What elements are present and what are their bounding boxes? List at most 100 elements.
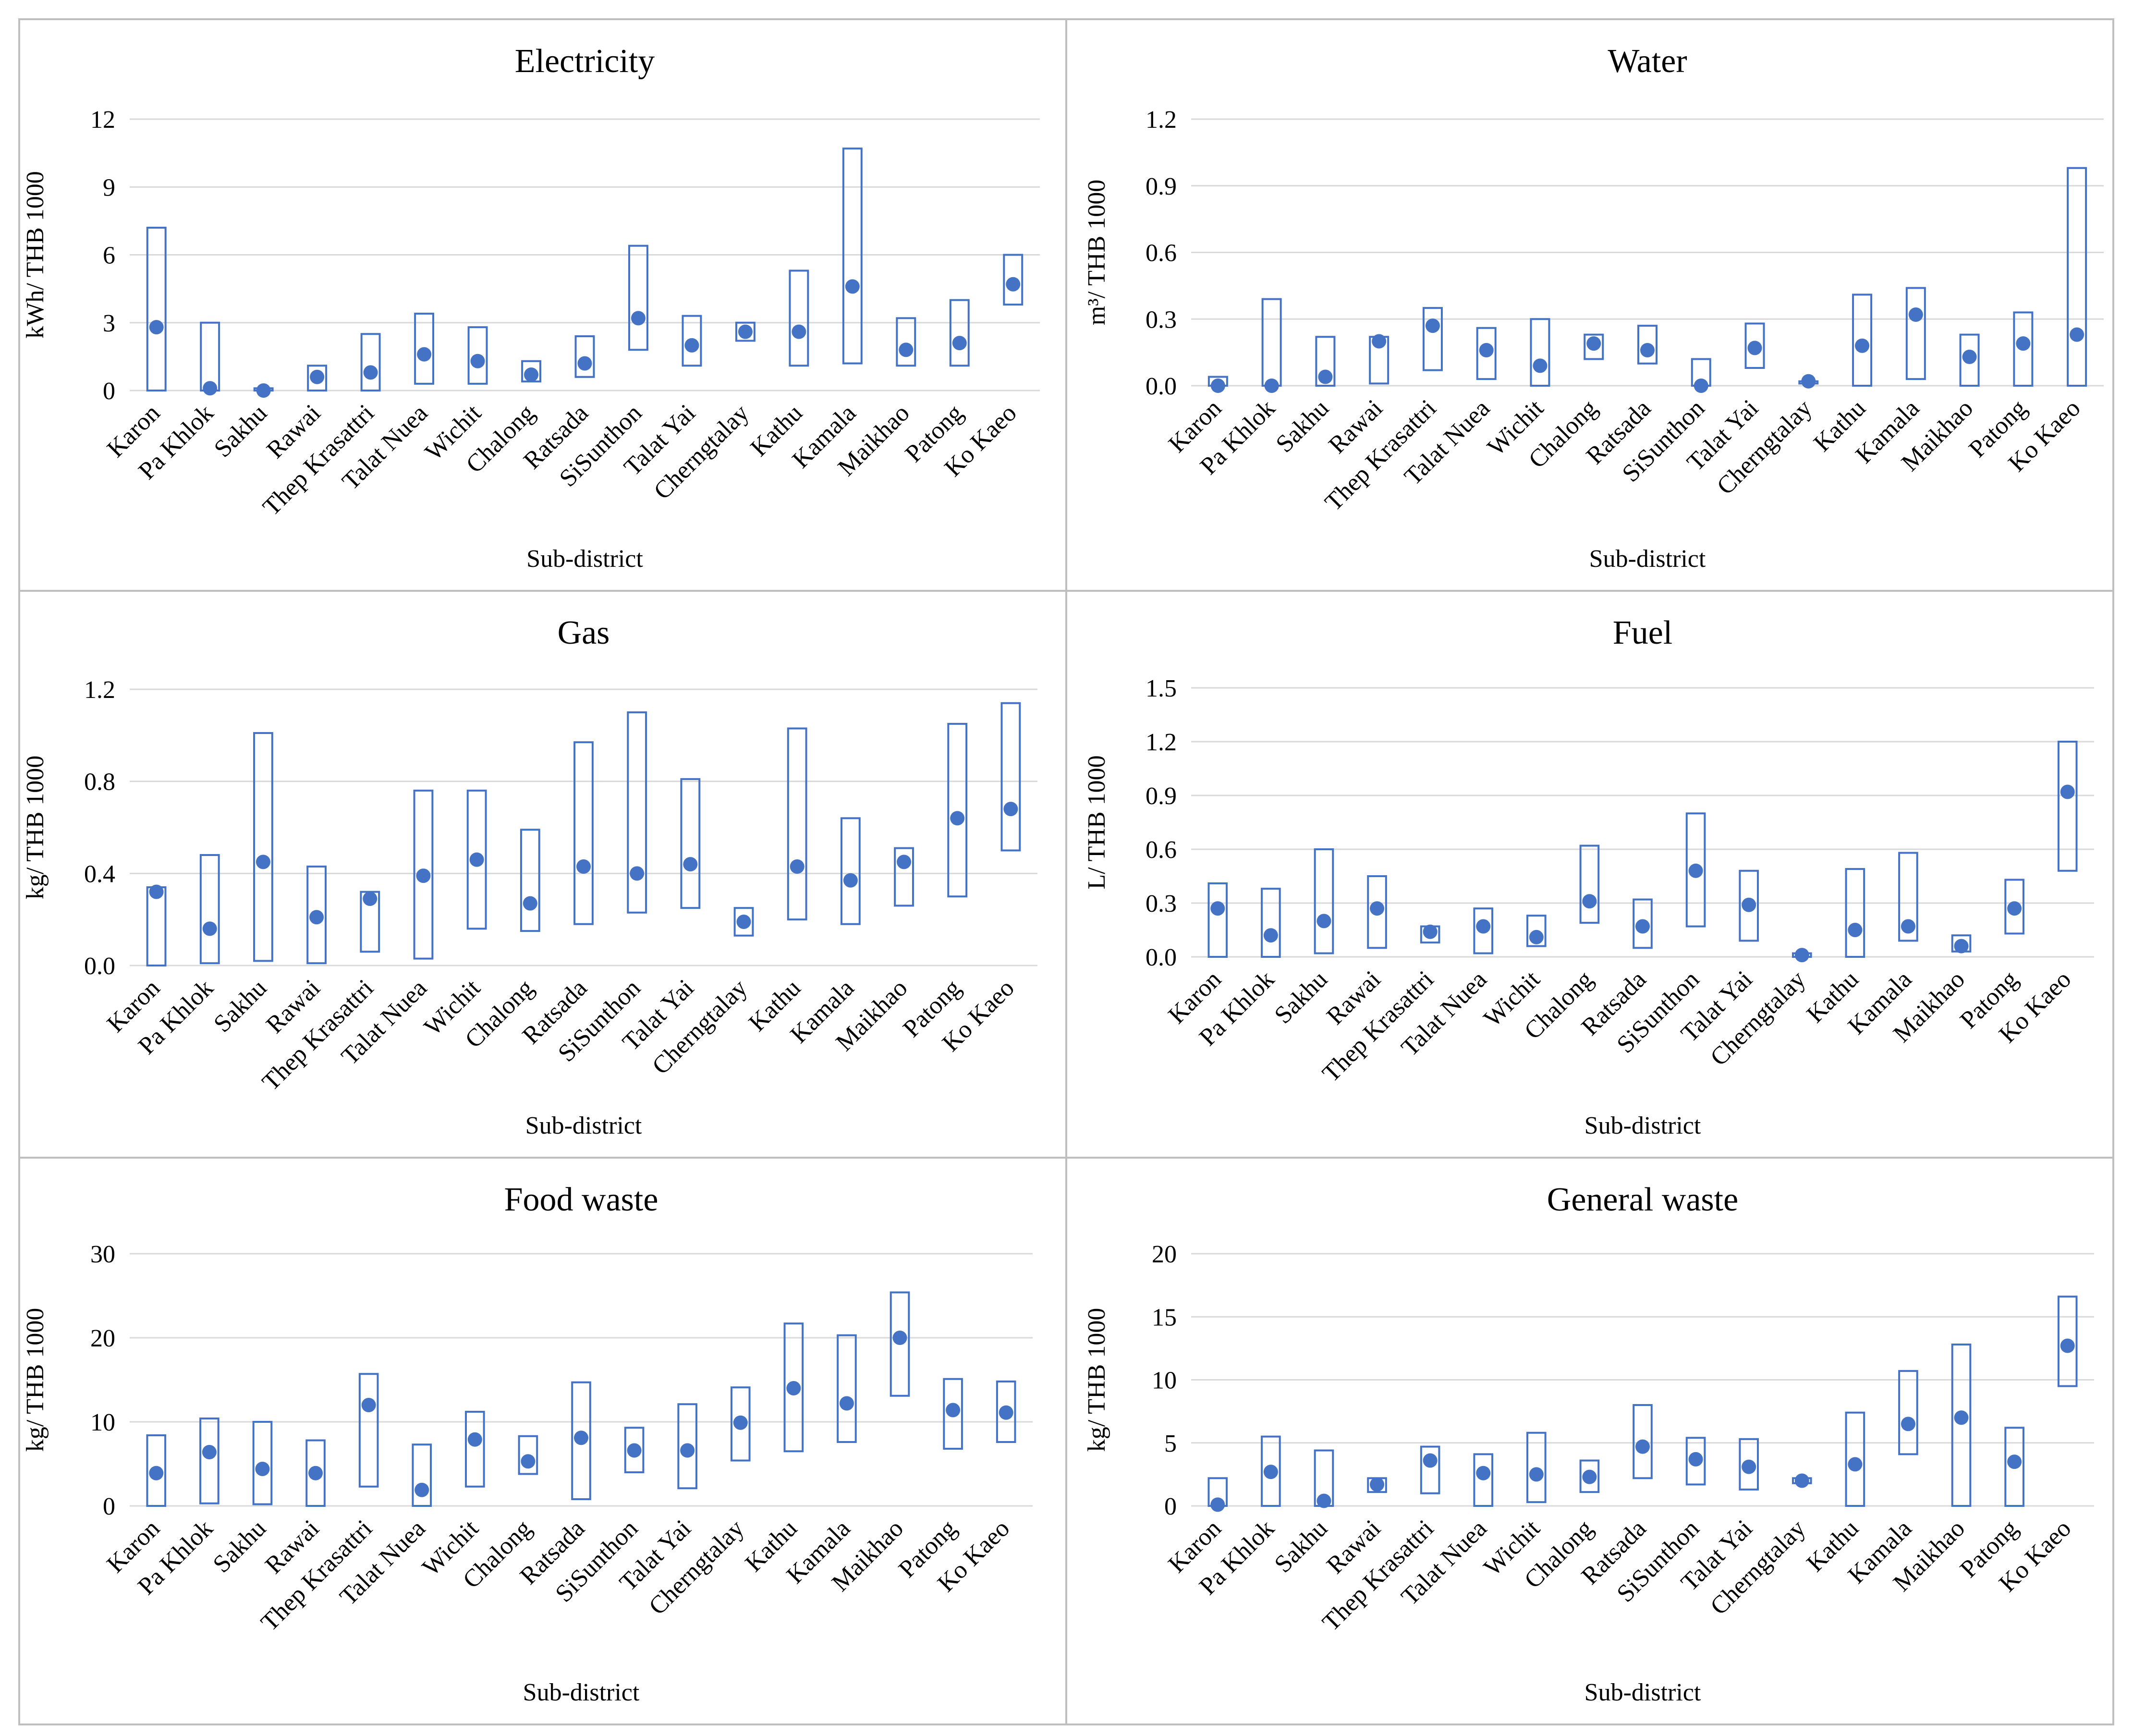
range-box <box>840 817 861 925</box>
range-box <box>837 1334 857 1443</box>
range-box <box>1685 812 1706 928</box>
y-tick-label: 0.0 <box>1146 373 1177 400</box>
mean-dot <box>1801 374 1816 389</box>
mean-dot <box>999 1405 1013 1420</box>
mean-dot <box>631 311 646 326</box>
range-box <box>1207 882 1228 958</box>
range-box <box>358 1373 379 1488</box>
chart-title: Gas <box>558 614 610 651</box>
range-box <box>1685 1437 1706 1486</box>
mean-dot <box>524 367 539 382</box>
mean-dot <box>1370 901 1385 916</box>
mean-dot <box>1694 379 1708 393</box>
range-box <box>2004 879 2024 935</box>
range-box <box>1579 1459 1600 1493</box>
mean-dot <box>149 884 164 899</box>
mean-dot <box>1318 369 1333 384</box>
y-tick-label: 0.6 <box>1146 836 1177 864</box>
mean-dot <box>363 365 378 380</box>
range-box <box>467 326 488 385</box>
range-box <box>787 727 807 921</box>
range-box <box>735 321 756 342</box>
mean-dot <box>1954 1410 1969 1425</box>
mean-dot <box>897 855 912 869</box>
range-box <box>1845 868 1865 958</box>
mean-dot <box>952 336 967 351</box>
mean-dot <box>1529 1467 1544 1482</box>
mean-dot <box>521 1454 536 1469</box>
mean-dot <box>414 1482 429 1497</box>
mean-dot <box>1316 914 1331 929</box>
y-tick-label: 1.2 <box>1146 106 1177 134</box>
range-box <box>1959 333 1980 387</box>
range-box <box>1476 327 1497 380</box>
mean-dot <box>416 868 431 883</box>
category-label: Sakhu <box>209 399 272 463</box>
range-box <box>1744 322 1765 369</box>
mean-dot <box>680 1443 695 1458</box>
mean-dot <box>2060 784 2075 799</box>
range-box <box>949 299 970 367</box>
range-box <box>1261 298 1282 387</box>
category-label: Sakhu <box>1269 1515 1333 1578</box>
mean-dot <box>1901 1417 1915 1431</box>
range-box <box>1579 844 1600 924</box>
mean-dot <box>417 347 432 362</box>
mean-dot <box>149 1466 164 1480</box>
mean-dot <box>1688 1452 1703 1467</box>
x-axis-label: Sub-district <box>1585 1112 1701 1139</box>
range-box <box>1261 1435 1281 1507</box>
mean-dot <box>361 1398 376 1412</box>
range-box <box>465 1411 485 1488</box>
y-tick-label: 0.6 <box>1146 240 1177 267</box>
range-box <box>466 789 487 930</box>
mean-dot <box>1372 334 1387 349</box>
range-box <box>1473 1453 1494 1507</box>
mean-dot <box>736 914 751 929</box>
mean-dot <box>1688 863 1703 878</box>
range-box <box>307 365 328 391</box>
x-axis-label: Sub-district <box>523 1679 640 1706</box>
y-tick-label: 9 <box>103 174 115 201</box>
panel-border <box>1065 18 2114 592</box>
mean-dot <box>1908 307 1923 322</box>
range-box <box>1633 898 1653 949</box>
range-box <box>1852 293 1873 387</box>
chart-title: Food waste <box>504 1181 658 1218</box>
range-box <box>730 1386 751 1462</box>
range-box <box>305 1439 326 1507</box>
y-tick-label: 0.9 <box>1146 173 1177 200</box>
mean-dot <box>950 811 965 826</box>
mean-dot <box>523 896 537 911</box>
y-axis-label: L/ THB 1000 <box>1083 755 1110 889</box>
range-box <box>200 321 220 391</box>
category-label: Sakhu <box>1269 966 1333 1029</box>
range-box <box>628 245 648 351</box>
mean-dot <box>1264 379 1279 393</box>
mean-dot <box>1003 802 1018 817</box>
range-box <box>1367 875 1387 949</box>
mean-dot <box>255 1462 270 1476</box>
y-axis-label: kWh/ THB 1000 <box>22 171 49 339</box>
y-axis-label: kg/ THB 1000 <box>22 756 49 900</box>
range-box <box>1898 1370 1918 1455</box>
range-box <box>2057 1296 2078 1387</box>
y-tick-label: 6 <box>103 242 115 269</box>
mean-dot <box>1476 1466 1491 1480</box>
range-box <box>146 1434 167 1507</box>
mean-dot <box>1263 928 1278 943</box>
y-tick-label: 5 <box>1164 1430 1177 1457</box>
range-box <box>199 854 220 965</box>
mean-dot <box>1582 1469 1597 1484</box>
chart-title: Water <box>1608 43 1687 80</box>
mean-dot <box>1848 923 1863 937</box>
range-box <box>947 722 968 898</box>
y-tick-label: 3 <box>103 310 115 337</box>
x-axis-label: Sub-district <box>1585 1679 1701 1706</box>
mean-dot <box>469 852 484 867</box>
mean-dot <box>1794 948 1809 963</box>
range-box <box>1530 318 1550 387</box>
